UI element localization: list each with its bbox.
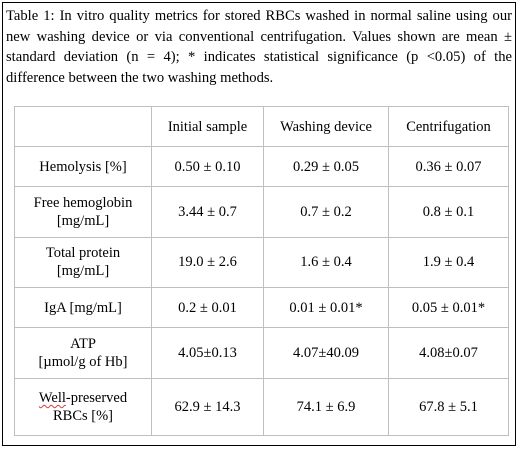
value-cell: 4.08±0.07 (388, 327, 509, 379)
value-cell: 4.05±0.13 (151, 327, 264, 379)
value-cell: 67.8 ± 5.1 (388, 377, 509, 437)
table-row: Total protein [mg/mL] 19.0 ± 2.6 1.6 ± 0.… (14, 236, 509, 289)
metric-label: ATP [µmol/g of Hb] (14, 327, 152, 379)
metric-label-line1: IgA [mg/mL] (44, 299, 122, 316)
value-cell: 1.9 ± 0.4 (388, 236, 509, 289)
metric-label: IgA [mg/mL] (14, 287, 152, 329)
metric-label-line1: Total protein (45, 245, 121, 262)
table-row: IgA [mg/mL] 0.2 ± 0.01 0.01 ± 0.01* 0.05… (14, 287, 509, 329)
value-cell: 0.8 ± 0.1 (388, 186, 509, 238)
value-cell: 0.29 ± 0.05 (263, 146, 389, 188)
table-row: Well-preserved RBCs [%] 62.9 ± 14.3 74.1 … (14, 377, 509, 437)
metric-label-line1: Hemolysis [%] (39, 158, 127, 175)
value-cell: 0.05 ± 0.01* (388, 287, 509, 329)
header-centrifugation: Centrifugation (388, 105, 509, 148)
metric-label-line2: [mg/mL] (56, 263, 110, 280)
metric-label-line1: Free hemoglobin (33, 195, 133, 212)
value-cell: 19.0 ± 2.6 (151, 236, 264, 289)
metric-label-line2: RBCs [%] (52, 407, 114, 424)
table-row: ATP [µmol/g of Hb] 4.05±0.13 4.07±40.09 4… (14, 327, 509, 379)
metric-label-line1a: Well (38, 389, 66, 406)
table-row: Hemolysis [%] 0.50 ± 0.10 0.29 ± 0.05 0.… (14, 146, 509, 188)
header-metric (14, 105, 152, 148)
metric-label: Free hemoglobin [mg/mL] (14, 186, 152, 238)
metric-label: Total protein [mg/mL] (14, 236, 152, 289)
value-cell: 3.44 ± 0.7 (151, 186, 264, 238)
header-row: Initial sample Washing device Centrifuga… (14, 105, 509, 148)
metrics-table: Initial sample Washing device Centrifuga… (14, 105, 509, 437)
value-cell: 62.9 ± 14.3 (151, 377, 264, 437)
value-cell: 0.7 ± 0.2 (263, 186, 389, 238)
metric-label: Hemolysis [%] (14, 146, 152, 188)
table-caption: Table 1: In vitro quality metrics for st… (6, 8, 512, 86)
value-cell: 0.01 ± 0.01* (263, 287, 389, 329)
metric-label-line2: [µmol/g of Hb] (38, 353, 128, 370)
metric-label-line1: ATP (70, 335, 96, 352)
value-cell: 1.6 ± 0.4 (263, 236, 389, 289)
header-washing-device: Washing device (263, 105, 389, 148)
table-row: Free hemoglobin [mg/mL] 3.44 ± 0.7 0.7 ± … (14, 186, 509, 238)
metric-label-line2: [mg/mL] (56, 213, 110, 230)
header-initial-sample: Initial sample (151, 105, 264, 148)
value-cell: 0.36 ± 0.07 (388, 146, 509, 188)
value-cell: 0.50 ± 0.10 (151, 146, 264, 188)
value-cell: 74.1 ± 6.9 (263, 377, 389, 437)
metric-label: Well-preserved RBCs [%] (14, 377, 152, 437)
value-cell: 0.2 ± 0.01 (151, 287, 264, 329)
value-cell: 4.07±40.09 (263, 327, 389, 379)
metric-label-line1b: -preserved (65, 389, 128, 406)
